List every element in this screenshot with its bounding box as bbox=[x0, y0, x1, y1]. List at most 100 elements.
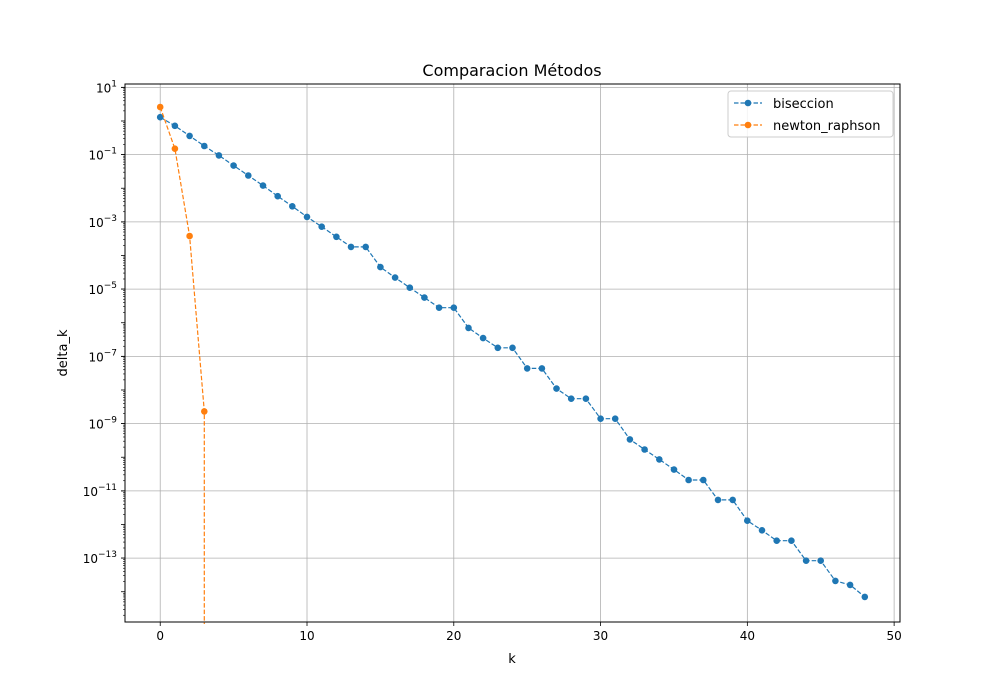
data-point-biseccion bbox=[626, 436, 634, 443]
data-point-newton_raphson bbox=[156, 103, 164, 111]
data-point-biseccion bbox=[685, 476, 692, 484]
data-point-biseccion bbox=[274, 192, 282, 200]
data-point-biseccion bbox=[656, 456, 663, 463]
data-point-newton_raphson bbox=[186, 232, 193, 240]
y-tick-label: 10−3 bbox=[88, 214, 117, 230]
y-tick-exponent: −7 bbox=[104, 348, 117, 358]
data-point-biseccion bbox=[788, 537, 795, 544]
plot-area-frame bbox=[124, 83, 901, 623]
data-point-biseccion bbox=[700, 476, 707, 484]
y-tick-label: 10−11 bbox=[83, 483, 117, 499]
x-axis-label: k bbox=[508, 652, 516, 667]
data-point-biseccion bbox=[479, 334, 487, 342]
data-point-biseccion bbox=[450, 304, 458, 312]
data-point-biseccion bbox=[318, 223, 326, 230]
grid bbox=[125, 84, 900, 622]
legend-box bbox=[727, 90, 894, 138]
data-point-biseccion bbox=[553, 385, 560, 392]
data-point-biseccion bbox=[435, 304, 443, 312]
data-point-biseccion bbox=[509, 344, 516, 352]
y-tick-exponent: −5 bbox=[104, 281, 117, 291]
y-tick-label: 10−5 bbox=[88, 281, 117, 297]
data-point-biseccion bbox=[641, 446, 648, 453]
data-point-biseccion bbox=[156, 113, 164, 121]
legend-marker-newton_raphson bbox=[744, 121, 752, 129]
data-point-biseccion bbox=[802, 557, 810, 564]
data-point-biseccion bbox=[670, 466, 678, 473]
data-point-biseccion bbox=[201, 142, 208, 150]
y-tick-exponent: 1 bbox=[111, 79, 117, 89]
data-point-biseccion bbox=[538, 365, 546, 372]
y-tick-exponent: −1 bbox=[104, 147, 117, 157]
chart-title: Comparacion Métodos bbox=[422, 61, 601, 80]
data-point-biseccion bbox=[186, 132, 193, 140]
y-tick-base: 10 bbox=[88, 350, 103, 364]
x-tick-label: 0 bbox=[156, 629, 164, 643]
data-point-biseccion bbox=[347, 243, 355, 251]
y-tick-base: 10 bbox=[88, 418, 103, 432]
x-tick-label: 50 bbox=[886, 629, 901, 643]
data-point-biseccion bbox=[758, 527, 766, 534]
data-point-biseccion bbox=[494, 344, 502, 352]
data-point-biseccion bbox=[259, 182, 267, 189]
data-point-biseccion bbox=[421, 294, 428, 301]
y-tick-label: 10−1 bbox=[88, 147, 117, 163]
series-line-biseccion bbox=[159, 116, 866, 598]
y-axis-label: delta_k bbox=[56, 329, 71, 376]
data-point-biseccion bbox=[465, 324, 472, 332]
y-tick-label: 10−9 bbox=[88, 416, 117, 432]
x-tick-label: 30 bbox=[593, 629, 608, 643]
data-point-biseccion bbox=[523, 365, 531, 372]
y-tick-exponent: −13 bbox=[98, 550, 117, 560]
data-point-biseccion bbox=[303, 213, 311, 221]
y-tick-base: 10 bbox=[88, 149, 103, 163]
legend-label-biseccion: biseccion bbox=[773, 97, 834, 112]
y-tick-base: 10 bbox=[88, 216, 103, 230]
x-axis: 0 10 20 30 40 50 bbox=[156, 622, 902, 643]
data-point-biseccion bbox=[377, 263, 384, 271]
legend: biseccion newton_raphson bbox=[727, 90, 894, 138]
y-tick-base: 10 bbox=[83, 485, 98, 499]
y-tick-exponent: −9 bbox=[104, 416, 118, 426]
y-tick-base: 10 bbox=[88, 283, 103, 297]
x-tick-label: 20 bbox=[446, 629, 461, 643]
legend-label-newton_raphson: newton_raphson bbox=[773, 119, 880, 134]
data-point-biseccion bbox=[611, 415, 619, 423]
data-point-biseccion bbox=[832, 577, 839, 585]
data-point-biseccion bbox=[846, 581, 854, 589]
data-point-biseccion bbox=[391, 274, 399, 281]
y-tick-label: 10−7 bbox=[88, 348, 117, 364]
y-tick-base: 10 bbox=[96, 81, 111, 95]
y-tick-exponent: −3 bbox=[104, 214, 117, 224]
data-point-biseccion bbox=[567, 395, 575, 403]
data-point-biseccion bbox=[289, 203, 296, 210]
data-point-biseccion bbox=[362, 243, 370, 251]
y-tick-base: 10 bbox=[83, 552, 98, 566]
series-line-newton_raphson bbox=[159, 106, 205, 624]
data-point-biseccion bbox=[582, 395, 590, 403]
data-point-biseccion bbox=[406, 284, 414, 292]
data-point-biseccion bbox=[597, 415, 604, 423]
data-point-biseccion bbox=[861, 593, 869, 601]
x-tick-label: 10 bbox=[299, 629, 314, 643]
data-point-newton_raphson bbox=[171, 145, 179, 152]
data-point-biseccion bbox=[245, 172, 252, 179]
data-point-biseccion bbox=[230, 162, 237, 169]
data-point-biseccion bbox=[333, 233, 340, 241]
data-point-biseccion bbox=[729, 496, 736, 504]
data-point-biseccion bbox=[215, 152, 223, 159]
data-point-newton_raphson bbox=[201, 408, 208, 415]
legend-marker-biseccion bbox=[744, 99, 752, 107]
data-point-biseccion bbox=[773, 537, 780, 544]
data-point-biseccion bbox=[744, 517, 751, 524]
data-point-biseccion bbox=[714, 496, 722, 504]
series-layer bbox=[156, 103, 869, 624]
x-tick-label: 40 bbox=[740, 629, 755, 643]
y-tick-label: 101 bbox=[96, 79, 117, 95]
y-tick-exponent: −11 bbox=[98, 483, 117, 493]
y-tick-label: 10−13 bbox=[83, 550, 117, 566]
data-point-biseccion bbox=[171, 122, 179, 130]
data-point-biseccion bbox=[817, 557, 824, 564]
